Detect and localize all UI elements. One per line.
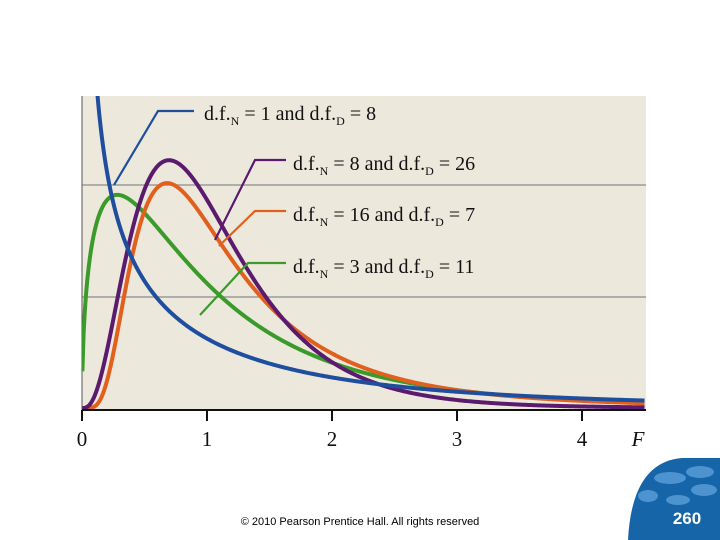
x-tick-label: 0 [77,427,88,451]
label-text: = 26 [434,153,475,175]
page-badge [628,458,720,540]
label-text: = 3 and d.f. [328,256,425,278]
subscript: D [425,267,434,281]
subscript: D [425,164,434,178]
series-line [82,158,646,410]
leader-line [199,261,286,316]
subscript: N [320,215,329,229]
label-text: = 7 [444,204,475,226]
label-text: d.f. [293,153,320,175]
x-tick-label: 4 [577,427,588,451]
label-text: = 1 and d.f. [239,103,336,125]
copyright-text: © 2010 Pearson Prentice Hall. All rights… [240,516,480,528]
label-text: = 11 [434,256,475,278]
legend-label: d.f.N = 16 and d.f.D = 7 [293,204,475,229]
series-line [95,96,646,403]
leader-line [214,158,286,241]
page-number: 260 [672,509,702,528]
legend-label: d.f.N = 8 and d.f.D = 26 [293,153,475,178]
label-text: = 8 and d.f. [328,153,425,175]
legend-label: d.f.N = 1 and d.f.D = 8 [204,103,376,128]
subscript: N [231,114,240,128]
subscript: D [336,114,345,128]
x-tick-label: 2 [327,427,338,451]
label-text: = 8 [345,103,376,125]
subscript: N [320,267,329,281]
subscript: D [435,215,444,229]
legend-label: d.f.N = 3 and d.f.D = 11 [293,256,474,281]
label-text: d.f. [293,204,320,226]
leader-line [113,109,194,186]
plot-background [82,96,646,410]
x-tick-label: 3 [452,427,463,451]
x-axis-label: F [631,427,645,451]
subscript: N [320,164,329,178]
label-text: = 16 and d.f. [328,204,435,226]
leader-line [218,209,286,247]
x-tick-label: 1 [202,427,213,451]
label-text: d.f. [204,103,231,125]
label-text: d.f. [293,256,320,278]
